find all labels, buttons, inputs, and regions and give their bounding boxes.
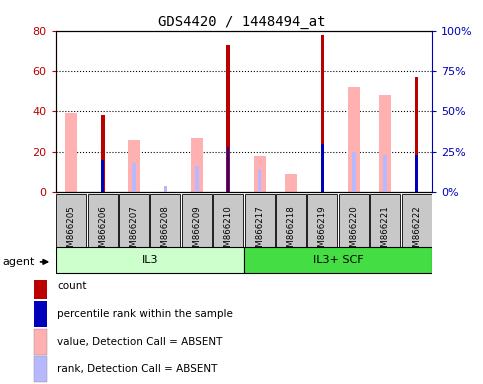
Bar [321, 144, 324, 192]
Bar [191, 137, 203, 192]
FancyBboxPatch shape [244, 194, 275, 269]
Bar [101, 115, 104, 192]
Text: GSM866218: GSM866218 [286, 205, 296, 258]
Text: IL3+ SCF: IL3+ SCF [313, 255, 363, 265]
Bar [164, 185, 167, 192]
Text: count: count [57, 281, 86, 291]
Text: IL3: IL3 [142, 255, 158, 265]
FancyBboxPatch shape [244, 247, 432, 273]
Bar [128, 140, 140, 192]
Text: value, Detection Call = ABSENT: value, Detection Call = ABSENT [57, 337, 222, 347]
Bar [34, 356, 47, 382]
FancyBboxPatch shape [307, 194, 338, 269]
Bar [258, 169, 261, 192]
FancyBboxPatch shape [56, 247, 244, 273]
Text: GSM866222: GSM866222 [412, 205, 421, 258]
Bar [352, 152, 355, 192]
Text: GSM866205: GSM866205 [67, 205, 76, 258]
FancyBboxPatch shape [276, 194, 306, 269]
Bar [227, 147, 229, 192]
Bar [415, 77, 418, 192]
Text: GSM866217: GSM866217 [255, 205, 264, 258]
Text: percentile rank within the sample: percentile rank within the sample [57, 309, 233, 319]
Text: GSM866208: GSM866208 [161, 205, 170, 258]
Text: GSM866207: GSM866207 [129, 205, 139, 258]
Text: agent: agent [2, 257, 35, 267]
Text: GDS4420 / 1448494_at: GDS4420 / 1448494_at [158, 15, 325, 29]
FancyBboxPatch shape [56, 194, 86, 269]
Bar [321, 35, 324, 192]
Text: GSM866220: GSM866220 [349, 205, 358, 258]
Text: GSM866210: GSM866210 [224, 205, 233, 258]
Bar [254, 156, 266, 192]
FancyBboxPatch shape [87, 194, 118, 269]
Bar [132, 163, 136, 192]
FancyBboxPatch shape [182, 194, 212, 269]
Bar [34, 301, 47, 327]
Bar [65, 113, 77, 192]
FancyBboxPatch shape [370, 194, 400, 269]
Bar [285, 174, 297, 192]
Text: rank, Detection Call = ABSENT: rank, Detection Call = ABSENT [57, 364, 217, 374]
Bar [34, 273, 47, 299]
FancyBboxPatch shape [213, 194, 243, 269]
FancyBboxPatch shape [339, 194, 369, 269]
Text: GSM866209: GSM866209 [192, 205, 201, 258]
Text: GSM866206: GSM866206 [98, 205, 107, 258]
Text: GSM866219: GSM866219 [318, 205, 327, 258]
Bar [227, 45, 230, 192]
Bar [101, 160, 104, 192]
Bar [384, 155, 387, 192]
Bar [415, 155, 418, 192]
FancyBboxPatch shape [119, 194, 149, 269]
Bar [379, 95, 391, 192]
FancyBboxPatch shape [401, 194, 432, 269]
Bar [34, 329, 47, 355]
FancyBboxPatch shape [150, 194, 181, 269]
Text: GSM866221: GSM866221 [381, 205, 390, 258]
Bar [195, 166, 199, 192]
Bar [348, 87, 360, 192]
